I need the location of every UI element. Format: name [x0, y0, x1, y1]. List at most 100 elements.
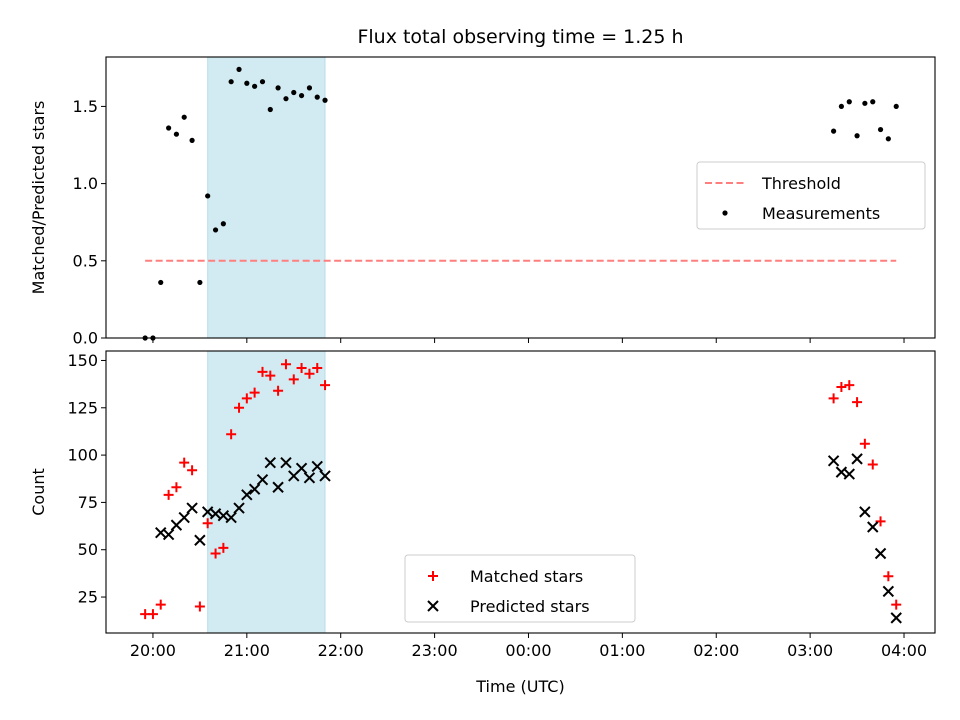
predicted-star-point: [280, 456, 292, 469]
legend-predicted-swatch: [427, 600, 439, 612]
matched-star-point: [859, 438, 870, 449]
measurement-point: [862, 100, 868, 106]
matched-star-point: [187, 465, 198, 476]
measurement-point: [314, 94, 320, 100]
measurement-point: [283, 96, 289, 102]
matched-star-point: [304, 368, 315, 379]
predicted-star-point: [178, 511, 190, 524]
matched-star-point: [147, 609, 158, 620]
measurement-point: [220, 221, 226, 227]
measurement-point: [189, 137, 195, 143]
matched-star-point: [210, 548, 221, 559]
matched-star-point: [312, 363, 323, 374]
measurement-point: [831, 128, 837, 134]
y-tick-label: 0.5: [73, 251, 98, 270]
y-axis-label: Count: [29, 468, 48, 516]
matched-star-point: [891, 599, 902, 610]
matched-star-point: [288, 374, 299, 385]
axes-frame: [105, 350, 936, 634]
measurement-point: [885, 136, 891, 142]
y-tick-label: 75: [78, 493, 98, 512]
legend-matched-swatch: [428, 571, 438, 581]
measurement-point: [259, 79, 266, 85]
y-tick-label: 1.0: [73, 174, 98, 193]
measurement-point: [252, 83, 258, 89]
predicted-star-point: [256, 473, 269, 486]
x-tick-label: 02:00: [693, 641, 739, 660]
predicted-star-point: [162, 528, 175, 541]
y-tick-label: 125: [67, 398, 98, 417]
predicted-star-point: [843, 468, 855, 480]
predicted-star-point: [882, 585, 895, 598]
measurement-point: [197, 279, 203, 286]
measurement-point: [893, 103, 899, 110]
measurement-point: [244, 80, 250, 86]
bottom-panel-counts: 25 50 75 100 125 150 20:00 21:00 22:00 23:00 00:00…: [29, 350, 936, 696]
measurement-point: [322, 97, 328, 103]
axes-frame: [105, 56, 936, 339]
legend-label: Threshold: [761, 174, 841, 193]
predicted-star-point: [233, 502, 245, 514]
x-tick-label: 00:00: [505, 641, 551, 660]
predicted-star-point: [311, 460, 323, 473]
predicted-star-point: [319, 470, 331, 482]
measurement-point: [212, 227, 219, 233]
matched-star-point: [202, 518, 213, 529]
x-tick-label: 20:00: [130, 641, 176, 660]
matched-star-point: [320, 380, 331, 391]
matched-star-point: [265, 370, 276, 381]
measurement-point: [228, 79, 234, 85]
measurement-point: [181, 114, 187, 120]
predicted-star-point: [225, 511, 237, 524]
predicted-star-point: [303, 472, 316, 484]
measurement-point: [267, 106, 273, 113]
matched-star-point: [875, 516, 886, 527]
measurement-point: [291, 89, 297, 96]
measurement-point: [877, 126, 884, 133]
y-tick-label: 100: [67, 446, 98, 465]
matched-star-point: [163, 489, 174, 500]
y-axis-label: Matched/Predicted stars: [29, 101, 48, 295]
matched-star-point: [257, 366, 268, 377]
predicted-star-point: [890, 612, 902, 624]
legend-label: Measurements: [762, 204, 880, 223]
matched-star-point: [883, 571, 894, 582]
predicted-star-point: [272, 481, 284, 493]
measurement-point: [166, 125, 172, 131]
matched-star-point: [844, 380, 855, 391]
measurement-point: [173, 131, 180, 137]
legend-label: Matched stars: [470, 567, 583, 586]
legend-label: Predicted stars: [470, 597, 590, 616]
matched-star-point: [179, 457, 190, 468]
predicted-star-point: [186, 502, 198, 514]
predicted-star-point: [295, 462, 308, 475]
matched-star-point: [194, 601, 205, 612]
predicted-star-point: [867, 521, 879, 533]
matched-star-point: [852, 397, 863, 408]
predicted-star-point: [194, 534, 206, 546]
matched-star-point: [226, 429, 237, 440]
x-tick-label: 21:00: [224, 641, 270, 660]
predicted-star-point: [851, 453, 863, 465]
x-tick-label: 03:00: [787, 641, 833, 660]
x-tick-label: 23:00: [412, 641, 458, 660]
predicted-star-point: [874, 547, 887, 560]
matched-star-point: [218, 542, 229, 553]
x-tick-label: 22:00: [318, 641, 364, 660]
observing-window-span: [207, 56, 326, 339]
predicted-star-point: [248, 483, 261, 495]
x-tick-label: 01:00: [599, 641, 645, 660]
chart-title: Flux total observing time = 1.25 h: [357, 26, 683, 48]
measurement-point: [275, 85, 281, 91]
top-panel-ratio: 0.0 0.5 1.0 1.5 Matched/Predicted stars Flux …: [29, 26, 936, 348]
y-tick-label: 0.0: [73, 329, 98, 348]
predicted-star-point: [241, 489, 253, 501]
y-tick-label: 25: [78, 588, 98, 607]
predicted-star-point: [264, 456, 277, 469]
matched-star-point: [234, 402, 245, 413]
matched-star-point: [296, 363, 307, 374]
y-tick-label: 1.5: [73, 97, 98, 116]
x-tick-label: 04:00: [881, 641, 927, 660]
matched-star-point: [249, 387, 260, 398]
